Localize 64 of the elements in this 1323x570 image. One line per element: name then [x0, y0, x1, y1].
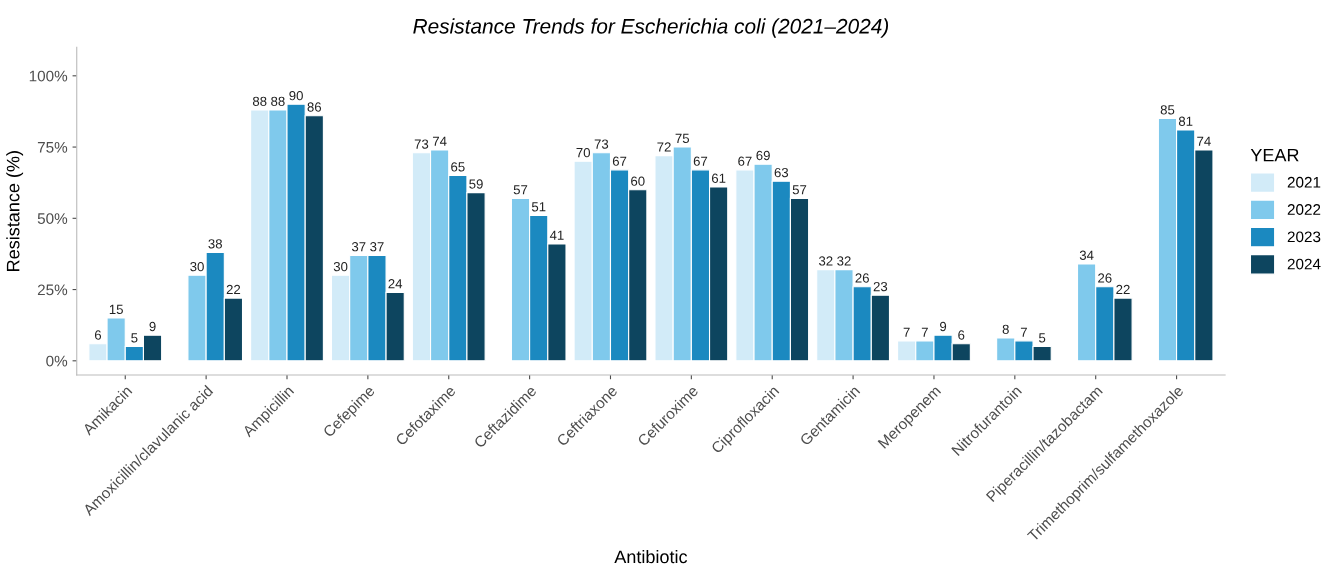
- data-label: 88: [271, 96, 285, 107]
- data-label: 70: [576, 147, 591, 158]
- x-axis-title: Antibiotic: [614, 550, 688, 564]
- data-label: 74: [1197, 136, 1211, 146]
- data-label: 37: [351, 242, 366, 252]
- data-label: 73: [414, 139, 429, 149]
- chart-title: Resistance Trends for Escherichia coli (2021–2024): [413, 18, 889, 38]
- data-label: 26: [1098, 273, 1112, 283]
- data-label: 72: [657, 142, 671, 152]
- data-label: 86: [307, 102, 322, 112]
- data-label: 7: [903, 327, 910, 337]
- y-tick-label: 100%: [29, 70, 68, 82]
- legend-title: YEAR: [1250, 148, 1299, 162]
- data-label: 22: [226, 284, 241, 294]
- data-label: 67: [693, 156, 708, 166]
- data-label: 67: [612, 156, 627, 166]
- data-label: 9: [940, 321, 947, 332]
- data-label: 57: [792, 185, 807, 195]
- data-label: 6: [958, 330, 965, 340]
- legend-label: 2022: [1287, 204, 1321, 215]
- data-label: 15: [109, 304, 123, 315]
- y-axis-title: Resistance (%): [6, 151, 24, 271]
- data-label: 74: [432, 136, 447, 146]
- legend-label: 2024: [1287, 258, 1321, 270]
- data-label: 30: [333, 261, 348, 272]
- data-label: 37: [370, 242, 384, 252]
- legend-label: 2023: [1287, 231, 1321, 243]
- y-tick-label: 50%: [37, 213, 68, 224]
- data-label: 59: [469, 179, 483, 189]
- legend-label: 2021: [1287, 176, 1321, 188]
- data-label: 7: [921, 327, 928, 337]
- data-label: 23: [873, 281, 888, 292]
- data-label: 26: [855, 273, 869, 283]
- data-label: 65: [451, 162, 465, 172]
- data-label: 51: [531, 202, 546, 212]
- y-tick-label: 25%: [37, 284, 68, 296]
- data-label: 9: [149, 321, 156, 332]
- data-label: 6: [94, 330, 102, 340]
- data-label: 61: [711, 173, 726, 183]
- data-label: 5: [131, 333, 138, 343]
- data-label: 57: [513, 185, 528, 195]
- data-label: 38: [208, 239, 222, 249]
- data-label: 67: [738, 156, 752, 166]
- data-label: 88: [252, 96, 267, 107]
- data-label: 5: [1038, 333, 1046, 343]
- y-tick-label: 0%: [46, 355, 68, 367]
- data-label: 8: [1002, 324, 1009, 335]
- data-label: 60: [631, 176, 645, 186]
- data-label: 30: [190, 261, 204, 272]
- data-label: 32: [837, 256, 851, 266]
- data-label: 73: [594, 139, 609, 149]
- data-label: 85: [1160, 105, 1175, 115]
- y-tick-label: 75%: [37, 141, 68, 153]
- data-label: 34: [1079, 250, 1094, 260]
- data-label: 7: [1020, 327, 1027, 337]
- data-label: 75: [675, 133, 690, 144]
- data-label: 81: [1178, 116, 1193, 126]
- data-label: 24: [388, 279, 403, 289]
- data-label: 32: [818, 256, 833, 266]
- data-label: 69: [756, 150, 770, 161]
- data-label: 63: [774, 167, 789, 178]
- data-label: 41: [549, 230, 564, 240]
- data-label: 90: [289, 90, 303, 101]
- data-label: 22: [1116, 284, 1130, 294]
